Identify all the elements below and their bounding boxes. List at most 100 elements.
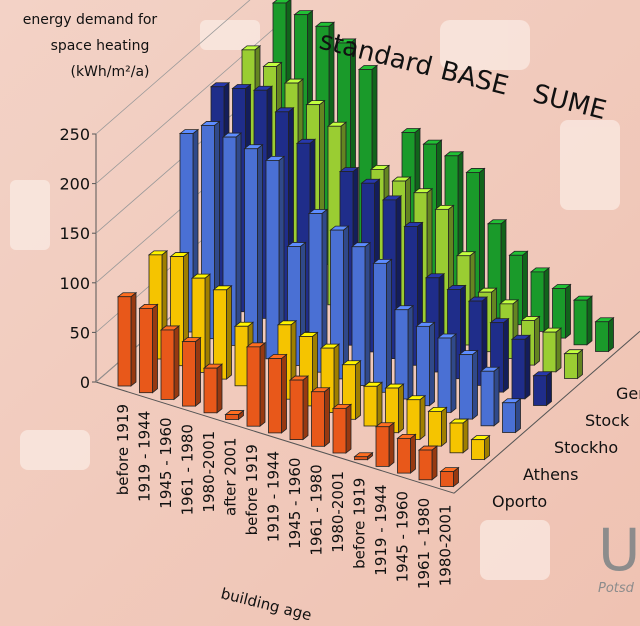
bar-side [547,372,552,406]
x-tick-label: before 1919 [243,444,261,535]
bar [161,326,179,399]
bar [419,446,437,480]
bar-front [245,149,258,352]
bar-side [463,419,468,453]
bar-side [236,133,241,345]
x-tick-label: 1919 - 1944 [265,451,283,542]
bar [245,145,263,352]
bar-front [417,326,430,405]
bar [118,293,136,386]
bar [512,335,530,399]
bar [438,334,456,412]
x-tick-label: 1961 - 1980 [415,498,433,589]
bar-side [420,396,425,440]
bar-side [516,399,521,433]
bar-front [161,330,174,399]
bar-side [387,259,392,392]
bar-side [494,367,499,426]
bar [364,382,382,426]
bar [398,434,416,473]
bar [407,396,425,440]
bar-side [556,328,561,372]
bar-side [377,382,382,426]
watermark: U [598,516,640,584]
bar-front [503,403,516,433]
bar-side [578,350,583,379]
bar-side [430,322,435,405]
bar [247,343,265,426]
bar [503,399,521,433]
bar-front [574,300,587,345]
bar [376,423,394,467]
bar-front [204,368,217,413]
bar-front [333,408,346,453]
bar [543,328,561,372]
bar-side [282,355,287,433]
x-tick-label: after 2001 [222,438,240,516]
x-tick-label: 1961 - 1980 [308,464,326,555]
bar-front [235,326,248,386]
y-tick-label: 250 [59,125,90,144]
bar [481,367,499,426]
x-tick-label: 1945 - 1960 [157,417,175,508]
bar-front [247,347,260,426]
bar-side [346,404,351,453]
bar-front [450,423,463,453]
y-tick-label: 50 [70,323,90,342]
bar-side [258,145,263,352]
bar-front [565,354,578,379]
bar-side [523,251,528,324]
bar-front [355,457,368,460]
bar [441,468,459,487]
bar-front [266,160,279,358]
bar [183,338,201,406]
x-tick-label: 1945 - 1960 [286,458,304,549]
series-label: Ger [616,384,640,403]
bar-side [334,344,339,412]
bar [226,411,244,420]
bar-side [609,318,614,352]
bar-side [399,384,404,433]
x-tick-label: 1980-2001 [437,505,455,587]
y-axis-label: energy demand for [23,12,158,28]
bar-front [596,322,609,352]
bar-side [153,304,158,392]
y-tick-label: 200 [59,175,90,194]
bar [429,407,447,446]
bar-front [543,332,556,372]
bar [596,318,614,352]
bar-side [442,407,447,446]
x-tick-label: before 1919 [351,478,369,569]
bar-side [587,296,592,345]
y-tick-label: 100 [59,274,90,293]
bar-side [205,274,210,372]
bar [472,436,490,460]
bar-side [451,334,456,412]
bar [450,419,468,453]
bar-side [260,343,265,426]
bar-front [290,380,303,440]
x-tick-label: 1961 - 1980 [179,424,197,515]
bar-front [376,427,389,467]
bar-side [544,268,549,332]
bar-side [217,364,222,413]
bar-front [398,438,411,473]
bar-side [196,338,201,406]
bar-front [460,355,473,419]
bar-side [473,351,478,419]
bar-side [535,316,540,365]
bar-side [566,285,571,339]
bar-front [364,386,377,426]
watermark-sub: Potsd [598,581,635,596]
bar-front [269,359,282,433]
bar [565,350,583,379]
bar-side [303,376,308,440]
x-tick-label: 1919 - 1944 [136,411,154,502]
bar-side [356,361,361,420]
x-tick-label: 1980-2001 [329,471,347,553]
bar [460,351,478,419]
bar [269,355,287,433]
bar-front [374,263,387,392]
x-tick-label: 1980-2001 [200,431,218,513]
bar-front [534,376,547,406]
